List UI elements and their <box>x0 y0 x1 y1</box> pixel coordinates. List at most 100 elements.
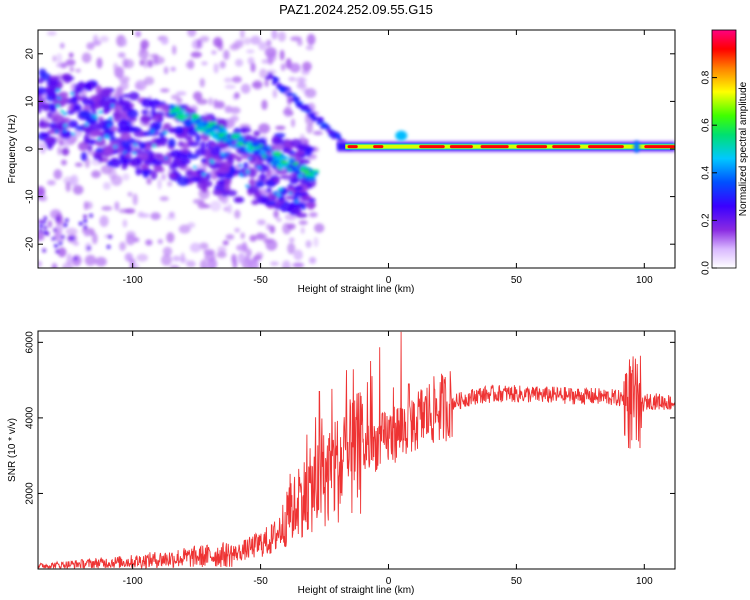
heatmap-blob <box>275 125 286 131</box>
heatmap-blob <box>211 50 217 55</box>
heatmap-blob <box>238 135 245 142</box>
heatmap-blob <box>160 37 169 45</box>
heatmap-blob <box>282 87 291 91</box>
heatmap-blob <box>238 173 243 177</box>
heatmap-blob <box>152 125 162 131</box>
heatmap-blob <box>246 149 256 154</box>
heatmap-blob <box>186 169 194 174</box>
heatmap-blob <box>247 185 259 194</box>
heatmap-blob <box>213 98 218 109</box>
heatmap-blob <box>195 133 201 143</box>
heatmap-blob <box>240 83 251 94</box>
heatmap-blob <box>157 239 163 245</box>
heatmap-blob <box>52 55 57 63</box>
heatmap-blob <box>142 169 150 179</box>
heatmap-blob <box>301 195 313 200</box>
heatmap-blob <box>77 141 89 152</box>
heatmap-blob <box>94 115 99 119</box>
heatmap-blob <box>258 123 271 134</box>
heatmap-blob <box>167 138 176 148</box>
heatmap-blob <box>253 255 262 261</box>
heatmap-blob <box>267 72 274 76</box>
heatmap-blob <box>243 37 251 45</box>
heatmap-blob <box>225 189 238 197</box>
heatmap-blob <box>212 134 220 140</box>
heatmap-blob <box>191 113 200 120</box>
snr-plot-area <box>38 331 675 569</box>
heatmap-blob <box>51 263 58 268</box>
heatmap-blob <box>290 118 296 128</box>
heatmap-blob <box>248 168 257 178</box>
heatmap-blob <box>262 233 268 244</box>
heatmap-blob <box>199 35 210 43</box>
heatmap-blob <box>260 198 267 204</box>
heatmap-blob <box>43 216 48 221</box>
heatmap-blob <box>115 146 125 154</box>
heatmap-blob <box>119 241 127 251</box>
heatmap-blob <box>95 138 106 147</box>
heatmap-blob <box>220 152 225 156</box>
heatmap-blob <box>258 173 267 182</box>
colorbar-gradient <box>712 30 736 268</box>
heatmap-blob <box>186 260 196 268</box>
heatmap-blob <box>47 220 53 228</box>
heatmap-blob <box>132 193 138 206</box>
heatmap-blob <box>312 130 323 136</box>
heatmap-blob <box>294 170 302 175</box>
heatmap-blob <box>217 172 226 179</box>
heatmap-blob <box>60 234 65 239</box>
heatmap-blob <box>163 66 169 75</box>
heatmap-blob <box>55 95 69 106</box>
heatmap-blob <box>93 154 102 161</box>
heatmap-blob <box>304 88 317 99</box>
heatmap-blob <box>328 131 334 135</box>
heatmap-blob <box>54 224 63 236</box>
heatmap-blob <box>260 145 267 151</box>
heatmap-blob <box>84 231 90 237</box>
heatmap-blob <box>197 201 207 209</box>
heatmap-blob <box>180 252 185 264</box>
snr-panel: -100 -50 0 50 100 2000 4000 6000 Height of str… <box>7 330 676 596</box>
heatmap-blob <box>223 182 231 192</box>
heatmap-blob <box>83 225 88 230</box>
snr-x-axis-label: Height of straight line (km) <box>298 585 415 596</box>
heatmap-blob <box>42 220 47 225</box>
heatmap-blob <box>280 207 289 213</box>
heatmap-blob <box>56 121 67 132</box>
heatmap-blob <box>192 165 197 169</box>
heatmap-blob <box>224 84 236 89</box>
heatmap-blob <box>150 212 161 221</box>
heatmap-blob <box>248 178 256 186</box>
heatmap-blob <box>83 219 88 224</box>
heatmap-blob <box>277 31 286 42</box>
heatmap-blob <box>107 123 112 128</box>
x-tick-label: 0 <box>386 576 392 587</box>
heatmap-blob <box>273 143 285 151</box>
colorbar: 0.0 0.2 0.4 0.6 0.8 Normalized spectral ampl… <box>701 29 749 275</box>
heatmap-blob <box>308 256 317 264</box>
heatmap-blob <box>128 126 139 132</box>
spectrogram-x-ticks: -100 -50 0 50 100 <box>123 30 653 286</box>
heatmap-blob <box>213 63 219 74</box>
heatmap-blob <box>223 206 229 212</box>
heatmap-blob <box>140 39 150 50</box>
heatmap-blob <box>306 33 316 46</box>
heatmap-blob <box>189 242 202 253</box>
heatmap-blob <box>198 173 209 183</box>
heatmap-blob <box>229 106 241 114</box>
heatmap-blob <box>294 101 301 105</box>
heatmap-blob <box>239 146 246 153</box>
heatmap-blob <box>225 138 233 143</box>
heatmap-blob <box>253 130 261 137</box>
heatmap-blob <box>258 41 267 51</box>
heatmap-blob <box>113 62 119 71</box>
heatmap-blob <box>302 61 312 72</box>
heatmap-blob <box>255 180 265 188</box>
heatmap-blob <box>44 138 56 143</box>
heatmap-blob <box>119 80 129 91</box>
heatmap-blob <box>48 75 61 80</box>
heatmap-blob <box>48 78 60 87</box>
heatmap-blob <box>108 234 113 239</box>
heatmap-blob <box>248 259 259 268</box>
